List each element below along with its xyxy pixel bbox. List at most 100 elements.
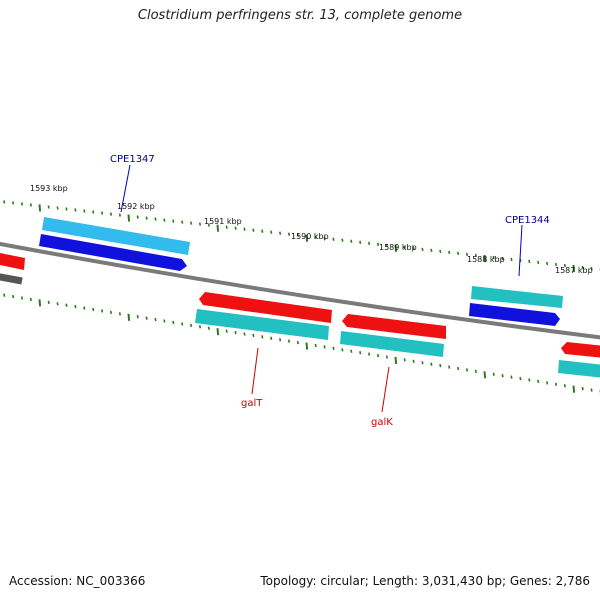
tick-label-1593: 1593 kbp	[30, 184, 68, 193]
tick-mark	[350, 239, 353, 243]
gene-cpe1344-teal[interactable]	[471, 286, 563, 308]
leader-galt	[251, 347, 259, 395]
gene-blue-1[interactable]	[39, 234, 187, 271]
tick-mark	[359, 240, 362, 244]
tick-mark	[83, 209, 86, 213]
tick-mark	[154, 317, 157, 322]
tick-mark	[465, 252, 469, 257]
tick-mark	[172, 219, 175, 223]
tick-mark	[492, 372, 495, 376]
gene-teal-right[interactable]	[558, 360, 600, 378]
tick-mark	[118, 312, 121, 316]
tick-mark	[252, 333, 255, 338]
tick-mark	[145, 216, 148, 220]
leader-cpe1347	[120, 164, 131, 213]
genome-backbone	[0, 241, 600, 340]
tick-mark	[38, 204, 42, 212]
gene-label-cpe1344[interactable]: CPE1344	[505, 215, 550, 226]
tick-mark	[314, 343, 317, 348]
tick-mark	[287, 339, 291, 343]
tick-mark	[74, 304, 77, 309]
tick-mark	[554, 382, 558, 386]
gene-red-right[interactable]	[561, 342, 600, 358]
tick-mark	[127, 313, 131, 321]
tick-mark	[3, 293, 6, 297]
accession-text: Accession: NC_003366	[9, 574, 146, 588]
tick-mark	[190, 221, 193, 225]
tick-mark	[448, 365, 451, 369]
tick-mark	[101, 211, 104, 215]
tick-mark	[163, 319, 166, 323]
tick-mark	[296, 233, 299, 237]
tick-mark	[109, 310, 113, 315]
tick-mark	[29, 297, 32, 302]
tick-mark	[546, 381, 549, 385]
tick-mark	[501, 374, 504, 378]
tick-mark	[74, 208, 77, 212]
gene-galk-red[interactable]	[342, 314, 446, 339]
tick-mark	[563, 263, 566, 268]
tick-mark	[38, 299, 42, 307]
tick-mark	[581, 265, 584, 270]
tick-mark	[385, 355, 388, 359]
tick-mark	[439, 249, 442, 254]
tick-mark	[341, 348, 344, 352]
tick-mark	[216, 328, 220, 336]
tick-marks-inner	[3, 293, 600, 394]
tick-mark	[457, 366, 460, 371]
tick-mark	[12, 201, 15, 205]
tick-mark	[332, 237, 335, 241]
tick-mark	[296, 340, 299, 345]
gene-galk-teal[interactable]	[340, 331, 444, 357]
gene-galt-teal[interactable]	[195, 309, 329, 340]
tick-mark	[65, 207, 68, 211]
tick-mark	[163, 218, 166, 222]
tick-mark	[145, 316, 148, 320]
tick-mark	[136, 315, 139, 319]
tick-mark	[439, 363, 442, 368]
tick-mark	[341, 238, 344, 242]
tick-mark	[83, 306, 86, 310]
tick-mark	[403, 245, 406, 249]
tick-mark	[368, 352, 371, 356]
tick-mark	[154, 217, 157, 221]
tick-label-1592: 1592 kbp	[117, 202, 155, 211]
tick-mark	[510, 257, 513, 262]
tick-mark	[101, 309, 104, 313]
tick-mark	[20, 296, 24, 300]
gene-galt-red[interactable]	[199, 292, 332, 323]
tick-mark	[305, 234, 309, 242]
tick-mark	[528, 259, 531, 264]
tick-mark	[474, 253, 477, 258]
tick-mark	[56, 206, 59, 210]
tick-mark	[305, 342, 309, 350]
tick-mark	[216, 224, 220, 232]
tick-mark	[403, 358, 406, 362]
tick-mark	[519, 376, 522, 381]
tick-mark	[287, 232, 291, 236]
tick-mark	[528, 378, 531, 382]
tick-mark	[412, 359, 415, 363]
tick-mark	[198, 222, 202, 226]
gene-red-left[interactable]	[0, 252, 25, 270]
tick-mark	[457, 251, 460, 256]
tick-label-1589: 1589 kbp	[379, 243, 417, 252]
tick-mark	[225, 329, 228, 333]
map-title: Clostridium perfringens str. 13, complet…	[137, 8, 463, 23]
gene-cpe1347-strand-plus[interactable]	[42, 217, 190, 255]
tick-mark	[234, 330, 237, 335]
tick-mark	[127, 214, 131, 222]
tick-mark	[483, 371, 487, 379]
gene-label-cpe1347[interactable]: CPE1347	[110, 154, 155, 165]
gene-label-galk[interactable]: galK	[371, 417, 393, 428]
tick-mark	[510, 375, 513, 379]
tick-mark	[412, 246, 415, 250]
gene-label-galt[interactable]: galT	[241, 398, 263, 409]
tick-mark	[546, 261, 549, 266]
tick-mark	[563, 384, 566, 388]
tick-mark	[172, 320, 175, 325]
tick-mark	[376, 353, 380, 358]
backbone-shadow	[0, 273, 23, 285]
gene-blue-2[interactable]	[469, 303, 560, 326]
